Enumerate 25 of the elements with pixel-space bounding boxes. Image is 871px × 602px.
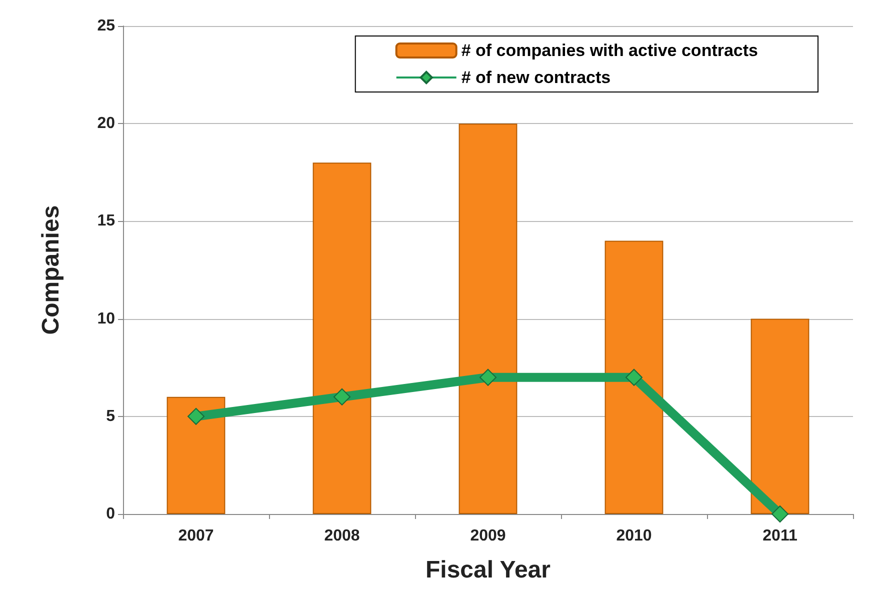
bar — [604, 240, 664, 514]
x-axis-title: Fiscal Year — [426, 556, 550, 584]
bar — [458, 124, 518, 514]
legend-label: # of companies with active contracts — [461, 41, 758, 60]
point — [188, 408, 204, 425]
bar — [166, 396, 226, 514]
bar — [312, 162, 372, 514]
y-axis-title: Companies — [38, 205, 64, 335]
y-tick-label: 5 — [106, 408, 116, 425]
x-tick-label: 2008 — [324, 528, 360, 544]
point — [480, 368, 496, 386]
y-tick-label: 20 — [97, 115, 116, 132]
legend-label: # of new contracts — [461, 68, 611, 87]
point — [334, 388, 350, 406]
y-tick-label: 25 — [97, 18, 116, 34]
bar — [750, 318, 810, 514]
x-tick-label: 2010 — [616, 528, 652, 544]
point — [626, 368, 642, 386]
y-tick-label: 10 — [97, 310, 116, 328]
y-tick-label: 0 — [106, 506, 116, 522]
x-tick-label: 2007 — [178, 528, 214, 544]
x-tick-label: 2009 — [470, 528, 506, 544]
y-tick-label: 15 — [97, 212, 116, 230]
point — [772, 506, 788, 522]
x-tick-label: 2011 — [762, 528, 798, 544]
